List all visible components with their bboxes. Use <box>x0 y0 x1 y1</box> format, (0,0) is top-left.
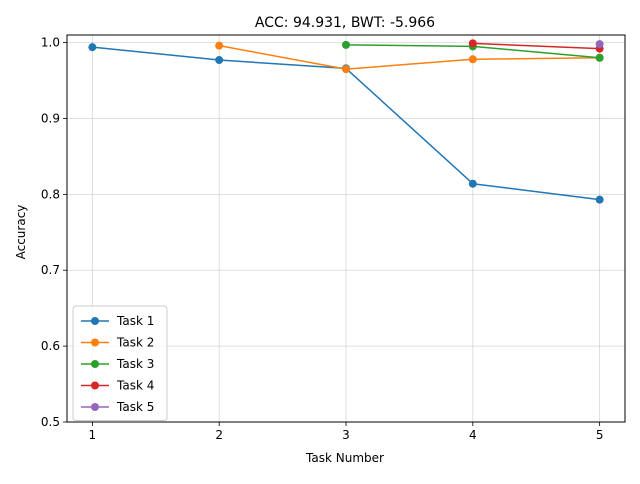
legend-box <box>72 305 168 421</box>
legend-marker <box>91 381 99 390</box>
data-point <box>468 179 477 188</box>
series-line <box>472 42 600 50</box>
data-point <box>595 40 604 49</box>
series-layer <box>88 39 604 204</box>
legend-label: Task 2 <box>116 336 154 350</box>
data-point <box>88 43 97 52</box>
legend-item: Task 3 <box>81 357 154 371</box>
data-point <box>595 195 604 204</box>
data-point <box>595 53 604 62</box>
legend-marker <box>91 403 99 411</box>
x-axis-label: Task Number <box>305 451 384 465</box>
axis-ticks: 1 2 3 4 5 0.5 0.6 0.7 0.8 0.9 1.0 <box>41 36 604 442</box>
legend-label: Task 5 <box>116 400 154 414</box>
y-tick-label: 0.9 <box>41 111 60 125</box>
legend: Task 1 Task 2 Task 3 Task 4 Task 5 <box>72 305 168 421</box>
legend-item: Task 1 <box>81 314 154 328</box>
series-5 <box>595 40 604 49</box>
data-point <box>468 55 477 64</box>
y-tick-label: 0.8 <box>41 187 60 201</box>
y-axis-label: Accuracy <box>14 205 28 260</box>
data-point <box>215 41 224 50</box>
y-tick-label: 1.0 <box>41 36 60 50</box>
chart-title: ACC: 94.931, BWT: -5.966 <box>255 15 435 31</box>
x-tick-label: 2 <box>215 428 223 442</box>
x-tick-label: 4 <box>469 428 477 442</box>
data-point <box>468 39 477 48</box>
legend-marker <box>91 360 99 368</box>
y-tick-label: 0.5 <box>41 415 60 429</box>
legend-item: Task 4 <box>81 379 154 393</box>
data-point <box>342 65 350 74</box>
legend-marker <box>91 317 99 325</box>
legend-item: Task 5 <box>81 400 154 414</box>
x-tick-label: 1 <box>89 428 97 442</box>
data-point <box>342 40 350 49</box>
legend-label: Task 4 <box>116 379 154 393</box>
series-2 <box>215 41 604 74</box>
x-tick-label: 3 <box>342 428 350 442</box>
legend-marker <box>91 338 99 347</box>
x-tick-label: 5 <box>596 428 604 442</box>
y-tick-label: 0.6 <box>41 339 60 353</box>
data-point <box>215 56 224 65</box>
legend-label: Task 1 <box>116 314 154 328</box>
series-4 <box>468 39 604 53</box>
series-line <box>219 44 600 70</box>
legend-item: Task 2 <box>81 336 154 350</box>
legend-label: Task 3 <box>116 357 154 371</box>
y-tick-label: 0.7 <box>41 263 60 277</box>
